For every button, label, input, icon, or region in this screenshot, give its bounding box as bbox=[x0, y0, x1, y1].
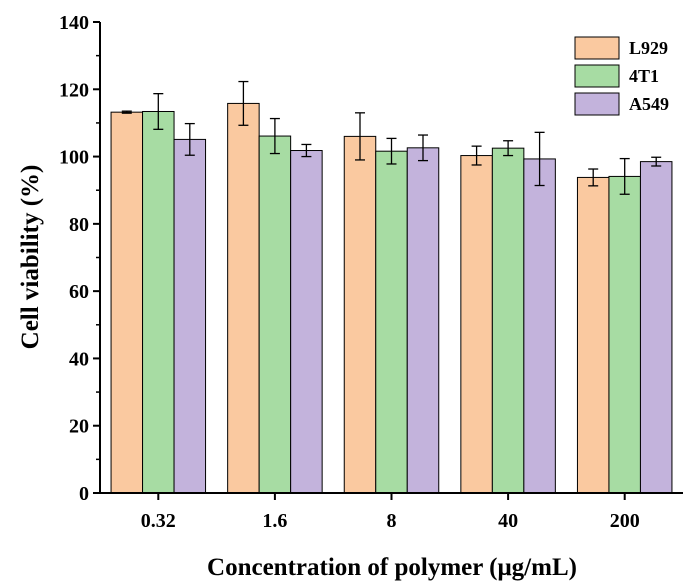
bar bbox=[173, 138, 207, 494]
x-tick-label: 40 bbox=[498, 510, 518, 532]
bar bbox=[460, 155, 493, 494]
y-tick-label: 120 bbox=[59, 79, 89, 101]
y-tick-label: 100 bbox=[59, 147, 89, 169]
bar bbox=[258, 135, 292, 494]
bar bbox=[290, 150, 323, 494]
x-tick-label: 200 bbox=[610, 510, 640, 532]
legend-label: A549 bbox=[629, 94, 669, 114]
y-tick-label: 60 bbox=[69, 281, 89, 303]
legend-label: L929 bbox=[629, 38, 668, 58]
x-tick-label: 1.6 bbox=[262, 510, 287, 532]
bar bbox=[343, 135, 377, 494]
error-bars-layer bbox=[121, 80, 662, 195]
x-tick-label: 8 bbox=[387, 510, 397, 532]
legend-swatch bbox=[574, 64, 620, 88]
bar bbox=[639, 161, 673, 494]
y-tick-label: 40 bbox=[69, 348, 89, 370]
bar bbox=[110, 111, 144, 494]
legend-swatch bbox=[574, 36, 620, 60]
bars-layer bbox=[110, 102, 673, 494]
bar bbox=[491, 147, 525, 494]
bar bbox=[406, 147, 440, 494]
bar bbox=[227, 102, 260, 494]
bar bbox=[608, 175, 641, 494]
y-tick-label: 20 bbox=[69, 416, 89, 438]
ticks-layer: 0 20 40 60 80 100 120 140 0.32 1.6 8 40 200 bbox=[59, 12, 640, 532]
bar bbox=[523, 158, 556, 494]
legend-swatch bbox=[574, 92, 620, 116]
bar bbox=[576, 176, 610, 494]
bar bbox=[142, 110, 175, 494]
y-tick-label: 0 bbox=[79, 483, 89, 505]
y-tick-label: 140 bbox=[59, 12, 89, 34]
legend: L929 4T1 A549 bbox=[574, 36, 669, 116]
x-axis-title: Concentration of polymer (μg/mL) bbox=[207, 554, 577, 581]
legend-label: 4T1 bbox=[629, 66, 659, 86]
y-axis-title: Cell viability (%) bbox=[17, 165, 44, 350]
bar bbox=[375, 150, 408, 494]
y-tick-label: 80 bbox=[69, 214, 89, 236]
x-tick-label: 0.32 bbox=[141, 510, 176, 532]
